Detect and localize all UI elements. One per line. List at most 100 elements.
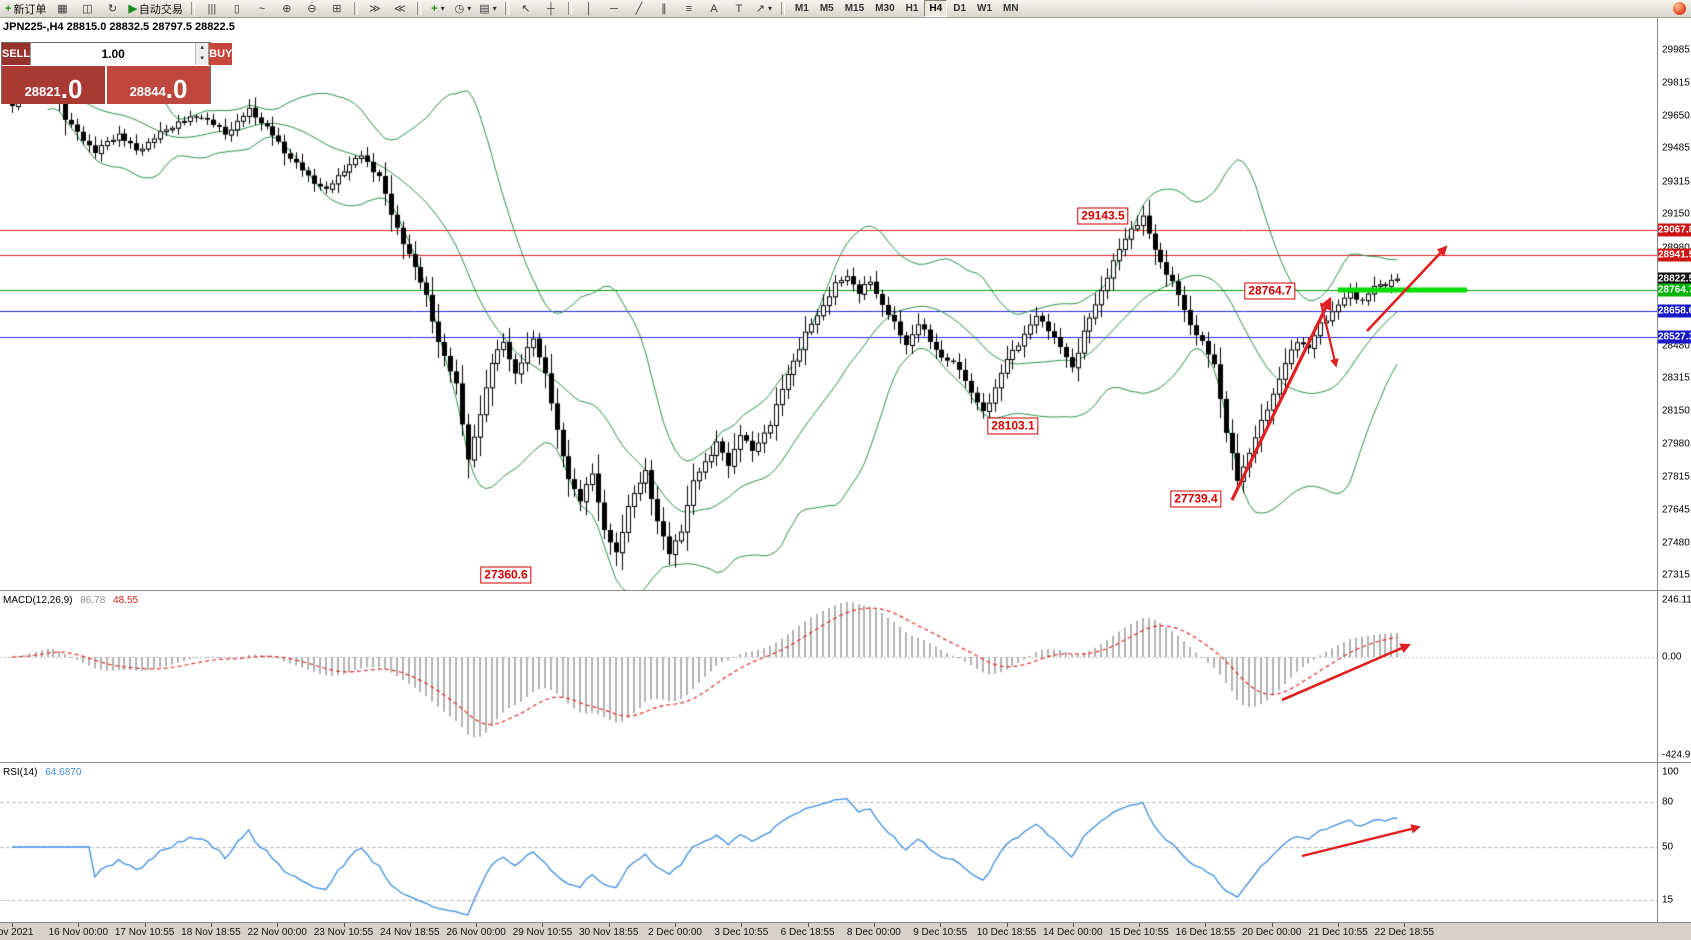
new-order-button[interactable]: + 新订单	[2, 1, 49, 17]
new-order-button-label: 新订单	[13, 3, 47, 16]
price-callout[interactable]: 28103.1	[987, 417, 1039, 435]
time-axis-tick	[1338, 923, 1339, 927]
notification-icon[interactable]	[1673, 2, 1686, 15]
volume-down-button[interactable]: ▾	[196, 54, 209, 65]
zoom-out-icon: ⊖	[307, 2, 317, 15]
volume-up-button[interactable]: ▴	[196, 43, 209, 54]
timeframe-button-h4[interactable]: H4	[924, 0, 948, 17]
toolbar-separator	[416, 2, 421, 15]
macd-value-signal: 48.55	[113, 595, 139, 606]
label-button[interactable]: T	[727, 1, 751, 17]
time-axis-label: 24 Nov 18:55	[380, 927, 440, 938]
profiles-button[interactable]: ◫	[75, 1, 99, 17]
bid-price-button[interactable]: 28821.0	[2, 66, 105, 104]
panel-separator[interactable]	[0, 590, 1691, 591]
autotrade-button-label: 自动交易	[138, 3, 183, 16]
timeframe-button-m5[interactable]: M5	[819, 3, 834, 14]
main-chart-canvas[interactable]	[0, 18, 1658, 590]
indicators-button[interactable]: + ▾	[426, 1, 450, 17]
time-axis[interactable]: Nov 2021 16 Nov 00:00 17 Nov 10:55 18 Nov 1…	[0, 922, 1691, 940]
timeframe-button-d1[interactable]: D1	[953, 3, 967, 14]
templates-button[interactable]: ▤ ▾	[476, 1, 500, 17]
auto-scroll-icon: ≫	[369, 2, 381, 15]
chart-shift-button[interactable]: ≪	[388, 1, 412, 17]
trendline-button[interactable]: ╱	[627, 1, 651, 17]
timeframe-button-m30[interactable]: M30	[875, 3, 895, 14]
time-axis-tick	[1404, 923, 1405, 927]
time-axis-tick	[12, 923, 13, 927]
price-callout[interactable]: 28764.7	[1244, 282, 1296, 300]
channel-button[interactable]: ∥	[652, 1, 676, 17]
channel-icon: ∥	[661, 2, 667, 15]
tile-windows-button[interactable]: ⊞	[325, 1, 349, 17]
zoom-out-button[interactable]: ⊖	[300, 1, 324, 17]
crosshair-button[interactable]: ┼	[539, 1, 563, 17]
volume-input[interactable]	[31, 43, 196, 65]
macd-indicator-canvas[interactable]	[0, 592, 1658, 762]
time-axis-label: 16 Dec 18:55	[1175, 927, 1236, 938]
timeframe-button-m15[interactable]: M15	[844, 3, 865, 14]
time-axis-tick	[542, 923, 543, 927]
new-order-icon: +	[5, 2, 12, 15]
time-axis-tick	[1007, 923, 1008, 927]
arrows-button[interactable]: ↗ ▾	[752, 1, 776, 17]
bar-chart-mode-button[interactable]: |||	[200, 1, 224, 17]
templates-icon: ▤	[479, 2, 490, 15]
price-tag: 28527.3	[1658, 330, 1691, 344]
ask-price-main: 28844	[129, 84, 166, 99]
line-chart-mode-icon: ~	[258, 2, 266, 15]
timeframe-button-h1[interactable]: H1	[905, 3, 919, 14]
line-chart-mode-button[interactable]: ~	[250, 1, 274, 17]
buy-button[interactable]: BUY	[209, 43, 233, 65]
price-axis-label: 27315.0	[1662, 569, 1691, 581]
ask-price-button[interactable]: 28844.0	[107, 66, 210, 104]
rsi-value: 64.6870	[45, 767, 82, 778]
price-callout[interactable]: 27739.4	[1170, 490, 1222, 508]
time-axis-tick	[410, 923, 411, 927]
time-axis-label: 8 Dec 00:00	[846, 927, 901, 938]
price-callout[interactable]: 29143.5	[1077, 207, 1129, 225]
time-axis-tick	[211, 923, 212, 927]
time-axis-label: 14 Dec 00:00	[1043, 927, 1103, 938]
timeframe-button-w1[interactable]: W1	[977, 3, 993, 14]
fibonacci-button[interactable]: ≡	[677, 1, 701, 17]
time-axis-tick	[1272, 923, 1273, 927]
one-click-trade-panel: SELL ▴ ▾ BUY 28821.0 28844.0	[1, 42, 233, 104]
toolbar-separator	[190, 2, 195, 15]
cursor-button[interactable]: ↖	[514, 1, 538, 17]
auto-scroll-button[interactable]: ≫	[363, 1, 387, 17]
time-axis-label: 9 Dec 10:55	[913, 927, 968, 938]
horizontal-line-icon: ─	[610, 2, 618, 15]
cursor-icon: ↖	[521, 2, 531, 15]
panel-separator[interactable]	[0, 762, 1691, 763]
price-axis-label: 28980.0	[1662, 242, 1691, 254]
price-axis-label: 27645.0	[1662, 504, 1691, 516]
periods-button[interactable]: ◷ ▾	[451, 1, 475, 17]
vertical-line-button[interactable]: │	[577, 1, 601, 17]
rsi-axis-label: 50	[1662, 841, 1674, 853]
rsi-indicator-canvas[interactable]	[0, 764, 1658, 922]
timeframe-button-mn[interactable]: MN	[1003, 3, 1019, 14]
text-button[interactable]: A	[702, 1, 726, 17]
time-axis-label: 20 Dec 00:00	[1241, 927, 1302, 938]
candle-chart-mode-button[interactable]: ▯	[225, 1, 249, 17]
autotrade-button[interactable]: ▶ 自动交易	[125, 1, 185, 17]
price-callout[interactable]: 27360.6	[480, 566, 532, 584]
bar-chart-mode-icon: |||	[207, 2, 217, 15]
price-axis-label: 27480.0	[1662, 537, 1691, 549]
time-axis-tick	[78, 923, 79, 927]
refresh-button[interactable]: ↻	[100, 1, 124, 17]
toolbar-separator	[504, 2, 509, 15]
chart-title: JPN225-,H4 28815.0 28832.5 28797.5 28822…	[3, 21, 235, 33]
timeframe-button-m1[interactable]: M1	[794, 3, 809, 14]
sell-button[interactable]: SELL	[2, 43, 31, 65]
periods-icon: ◷	[454, 2, 465, 15]
horizontal-line-button[interactable]: ─	[602, 1, 626, 17]
rsi-axis-label: 15	[1662, 894, 1674, 905]
time-axis-label: 22 Dec 18:55	[1374, 927, 1435, 938]
price-axis-label: 28315.0	[1662, 372, 1691, 384]
new-chart-button[interactable]: ▦	[50, 1, 74, 17]
zoom-in-button[interactable]: ⊕	[275, 1, 299, 17]
time-axis-label: 30 Nov 18:55	[578, 927, 639, 938]
macd-axis-label: 0.00	[1662, 651, 1682, 663]
